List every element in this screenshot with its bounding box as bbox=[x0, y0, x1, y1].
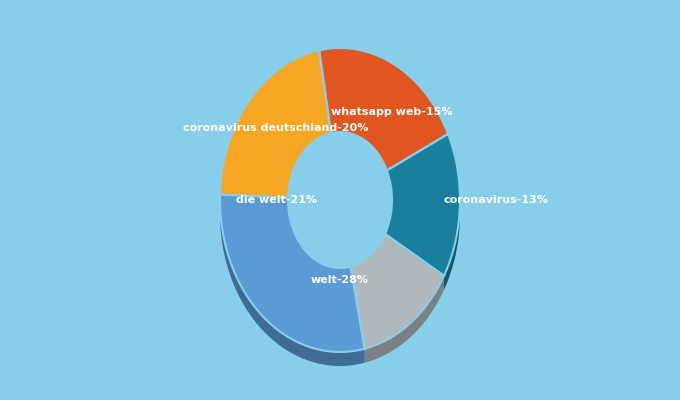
Polygon shape bbox=[319, 48, 448, 170]
Polygon shape bbox=[220, 202, 364, 366]
Polygon shape bbox=[351, 234, 444, 349]
Polygon shape bbox=[364, 276, 444, 363]
Polygon shape bbox=[288, 201, 351, 282]
Polygon shape bbox=[444, 201, 460, 290]
Polygon shape bbox=[351, 234, 385, 280]
Text: die welt-21%: die welt-21% bbox=[236, 195, 317, 205]
Polygon shape bbox=[385, 134, 460, 276]
Polygon shape bbox=[220, 50, 331, 198]
Polygon shape bbox=[385, 200, 392, 248]
Text: whatsapp web-15%: whatsapp web-15% bbox=[331, 107, 453, 117]
Polygon shape bbox=[220, 194, 364, 352]
Text: welt-28%: welt-28% bbox=[311, 275, 369, 285]
Text: coronavirus-13%: coronavirus-13% bbox=[444, 195, 549, 205]
Text: coronavirus deutschland-20%: coronavirus deutschland-20% bbox=[184, 123, 369, 133]
